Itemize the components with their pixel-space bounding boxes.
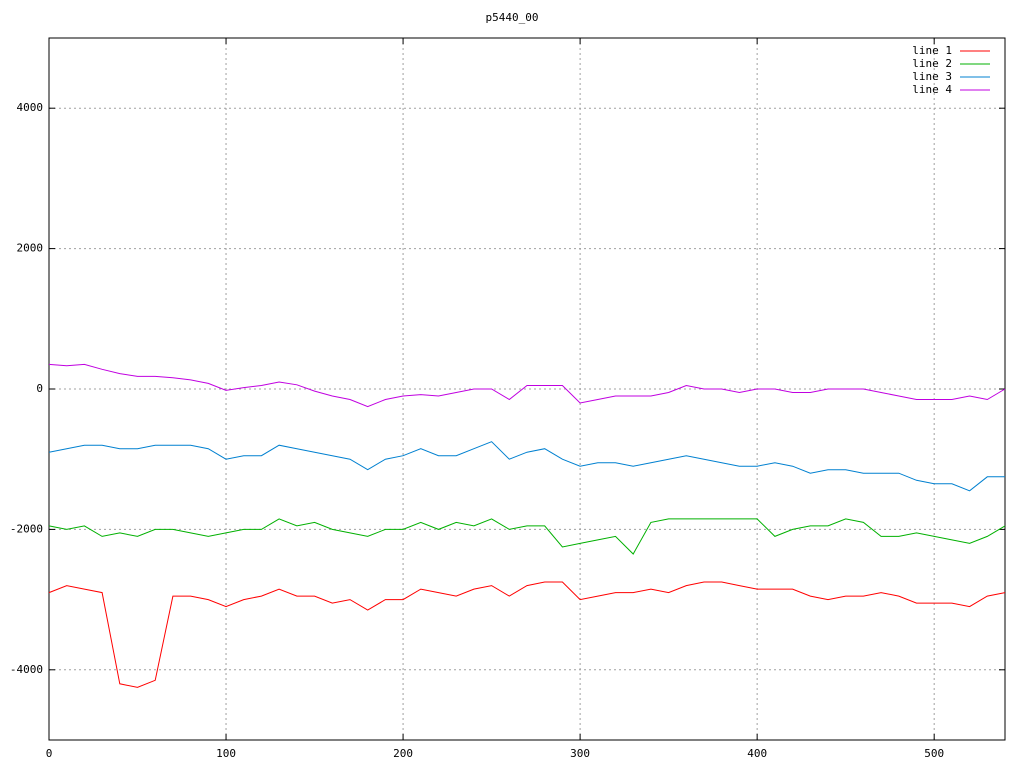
y-tick-label: -4000: [10, 663, 43, 676]
series-line: [48, 518, 1006, 555]
x-tick-label: 0: [46, 747, 53, 760]
series-line: [48, 441, 1005, 492]
series-line: [48, 581, 1006, 688]
x-tick-label: 300: [570, 747, 590, 760]
legend-label: line 1: [912, 44, 952, 57]
legend-label: line 4: [912, 83, 952, 96]
legend-label: line 2: [912, 57, 952, 70]
y-tick-label: 2000: [17, 242, 44, 255]
legend-label: line 3: [912, 70, 952, 83]
y-tick-label: 0: [36, 382, 43, 395]
series-line: [48, 363, 1006, 408]
x-tick-label: 400: [747, 747, 767, 760]
x-tick-label: 100: [216, 747, 236, 760]
chart-title: p5440_00: [486, 11, 539, 24]
y-tick-label: 4000: [17, 101, 44, 114]
x-tick-label: 500: [924, 747, 944, 760]
x-tick-label: 200: [393, 747, 413, 760]
y-tick-label: -2000: [10, 522, 43, 535]
